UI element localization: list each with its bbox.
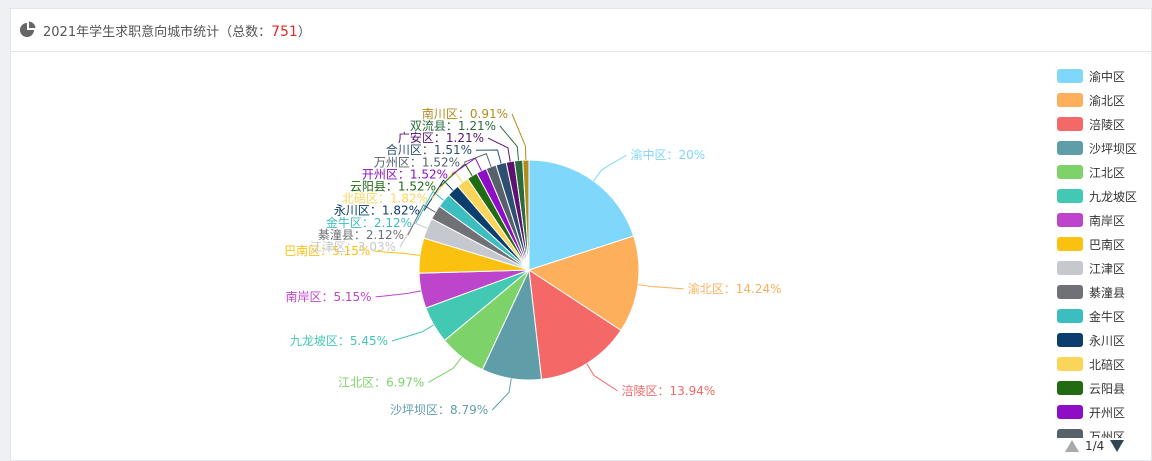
- card-header: 2021年学生求职意向城市统计（总数：751）: [11, 9, 1151, 52]
- legend-label: 云阳县: [1089, 381, 1126, 396]
- slice-label: 渝北区：14.24%: [688, 281, 782, 296]
- legend-item[interactable]: 綦潼县: [1057, 280, 1152, 304]
- label-line: [637, 284, 684, 290]
- legend-swatch: [1057, 117, 1083, 131]
- label-line: [511, 113, 527, 161]
- legend-label: 万州区: [1089, 429, 1126, 439]
- legend-label: 北碚区: [1089, 357, 1126, 372]
- slice-label: 北碚区：1.82%: [342, 191, 428, 206]
- legend-swatch: [1057, 141, 1083, 155]
- slice-label: 巴南区：5.15%: [284, 243, 370, 258]
- legend-label: 九龙坡区: [1089, 189, 1138, 204]
- pie-chart: 渝中区：20% 渝北区：14.24% 涪陵区：13.94% 沙坪坝区：8.79% 江北区…: [284, 106, 782, 417]
- legend-item[interactable]: 九龙坡区: [1057, 184, 1152, 208]
- legend-item[interactable]: 北碚区: [1057, 352, 1152, 376]
- legend-swatch: [1057, 381, 1083, 395]
- legend-pager: 1/4: [1065, 439, 1125, 453]
- slice-label: 万州区：1.52%: [374, 155, 460, 169]
- pager-text: 1/4: [1085, 439, 1105, 453]
- pie-slice[interactable]: [528, 159, 635, 271]
- legend-swatch: [1057, 213, 1083, 227]
- legend-label: 巴南区: [1089, 237, 1126, 252]
- legend-item[interactable]: 云阳县: [1057, 376, 1152, 400]
- legend-item[interactable]: 涪陵区: [1057, 112, 1152, 136]
- legend-swatch: [1057, 405, 1083, 419]
- legend-label: 永川区: [1089, 333, 1126, 348]
- legend-label: 渝中区: [1089, 69, 1126, 84]
- label-line: [391, 324, 434, 342]
- legend-label: 綦潼县: [1089, 285, 1126, 300]
- slice-label: 涪陵区：13.94%: [621, 383, 715, 398]
- legend-swatch: [1057, 309, 1083, 323]
- label-line: [487, 137, 511, 162]
- label-line: [499, 125, 520, 161]
- slice-label: 广安区：1.21%: [398, 130, 484, 145]
- legend-label: 沙坪坝区: [1089, 141, 1138, 156]
- legend-label: 渝北区: [1089, 93, 1126, 108]
- label-line: [593, 154, 627, 182]
- legend-swatch: [1057, 189, 1083, 203]
- triangle-up-icon[interactable]: [1065, 440, 1079, 452]
- chart-card: 2021年学生求职意向城市统计（总数：751） 渝中区：20% 渝北区：14.24…: [10, 8, 1152, 461]
- slice-label: 云阳县：1.52%: [350, 180, 436, 194]
- slice-label: 沙坪坝区：8.79%: [390, 403, 488, 417]
- legend-item[interactable]: 开州区: [1057, 400, 1152, 424]
- slice-label: 江北区：6.97%: [338, 375, 424, 389]
- legend-item[interactable]: 渝中区: [1057, 64, 1152, 88]
- slice-label: 南岸区：5.15%: [285, 289, 371, 304]
- slice-label: 金牛区：2.12%: [326, 215, 412, 230]
- legend-item[interactable]: 江津区: [1057, 256, 1152, 280]
- legend-swatch: [1057, 261, 1083, 275]
- legend-item[interactable]: 巴南区: [1057, 232, 1152, 256]
- legend-item[interactable]: 沙坪坝区: [1057, 136, 1152, 160]
- legend-swatch: [1057, 333, 1083, 347]
- label-line: [428, 356, 463, 383]
- label-line: [431, 170, 464, 199]
- label-line: [423, 179, 454, 211]
- label-line: [439, 163, 473, 187]
- legend-label: 金牛区: [1089, 309, 1126, 324]
- legend-item[interactable]: 万州区: [1057, 424, 1152, 438]
- legend-swatch: [1057, 93, 1083, 107]
- legend-swatch: [1057, 285, 1083, 299]
- legend-label: 南岸区: [1089, 213, 1126, 228]
- label-line: [491, 378, 512, 411]
- legend-label: 涪陵区: [1089, 117, 1126, 132]
- chart-title: 2021年学生求职意向城市统计（总数：751）: [43, 23, 311, 40]
- legend-swatch: [1057, 237, 1083, 251]
- label-line: [407, 204, 436, 236]
- label-line: [415, 190, 445, 224]
- legend-item[interactable]: 金牛区: [1057, 304, 1152, 328]
- legend-swatch: [1057, 429, 1083, 438]
- slice-label: 南川区：0.91%: [422, 106, 508, 121]
- legend-label: 江北区: [1089, 165, 1126, 180]
- pie-chart-icon: [20, 21, 36, 37]
- label-line: [586, 363, 618, 392]
- legend-swatch: [1057, 357, 1083, 371]
- legend-label: 开州区: [1089, 405, 1126, 420]
- label-line: [375, 290, 422, 298]
- slice-label: 九龙坡区：5.45%: [290, 334, 388, 348]
- slice-label: 綦潼县：2.12%: [318, 227, 404, 242]
- total-count: 751: [271, 23, 298, 40]
- legend: 渝中区渝北区涪陵区沙坪坝区江北区九龙坡区南岸区巴南区江津区綦潼县金牛区永川区北碚…: [1057, 64, 1152, 438]
- legend-swatch: [1057, 165, 1083, 179]
- slice-label: 开州区：1.52%: [362, 167, 448, 181]
- pie-slice[interactable]: [522, 159, 530, 271]
- legend-item[interactable]: 渝北区: [1057, 88, 1152, 112]
- triangle-down-icon[interactable]: [1110, 440, 1125, 452]
- legend-swatch: [1057, 69, 1083, 83]
- slice-label: 双流县：1.21%: [410, 119, 496, 133]
- slice-label: 江津区：3.03%: [310, 240, 396, 254]
- slice-label: 合川区：1.51%: [386, 142, 472, 157]
- legend-label: 江津区: [1089, 261, 1126, 276]
- legend-item[interactable]: 南岸区: [1057, 208, 1152, 232]
- label-line: [475, 149, 502, 164]
- legend-item[interactable]: 永川区: [1057, 328, 1152, 352]
- label-line: [374, 250, 421, 256]
- slice-label: 永川区：1.82%: [334, 204, 420, 218]
- legend-item[interactable]: 江北区: [1057, 160, 1152, 184]
- slice-label: 渝中区：20%: [630, 147, 705, 162]
- label-line: [463, 152, 492, 167]
